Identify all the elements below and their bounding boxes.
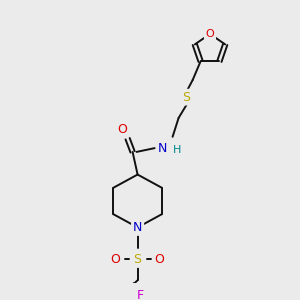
Text: N: N — [133, 221, 142, 234]
Text: O: O — [155, 253, 164, 266]
Text: F: F — [136, 289, 143, 300]
Text: O: O — [111, 253, 121, 266]
Text: O: O — [118, 123, 128, 136]
Text: N: N — [158, 142, 167, 154]
Text: S: S — [134, 253, 142, 266]
Text: O: O — [206, 29, 214, 39]
Text: S: S — [183, 91, 190, 104]
Text: H: H — [172, 145, 181, 155]
